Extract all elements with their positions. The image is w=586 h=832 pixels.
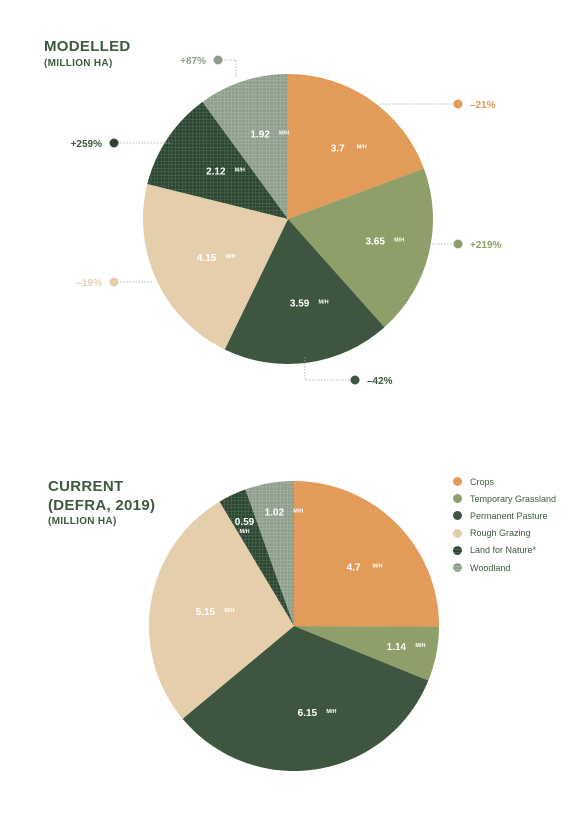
current-value-label-woodland: 1.02: [265, 508, 285, 519]
current-unit-label-rough-grazing: M/H: [224, 608, 234, 614]
modelled-value-label-temporary-grassland: 3.65: [365, 237, 385, 248]
modelled-value-label-crops: 3.7: [331, 144, 345, 155]
legend-item-crops: Crops: [453, 473, 556, 490]
legend-label: Woodland: [470, 562, 511, 573]
modelled-slice-permanent-pasture: [224, 219, 385, 364]
modelled-slice-rough-grazing: [143, 183, 288, 350]
legend-label: Temporary Grassland: [470, 493, 557, 504]
modelled-callout-line-woodland: [222, 59, 237, 77]
current-title: CURRENT (DEFRA, 2019): [48, 478, 156, 514]
legend-swatch-rough-grazing: [453, 528, 462, 538]
modelled-change-label-temporary-grassland: +219%: [470, 240, 502, 251]
modelled-value-label-land-for-nature: 2.12: [206, 167, 226, 178]
modelled-unit-label-crops: M/H: [357, 145, 367, 151]
modelled-subtitle: (MILLION HA): [44, 58, 113, 69]
modelled-pie: 3.7 M/H 3.65 M/H 3.59 M/H 4.15 M/H 2.12 M/H 1.92 M/…: [143, 74, 433, 364]
modelled-slice-crops: [288, 74, 424, 219]
modelled-callout-dot-rough-grazing: [109, 277, 119, 287]
legend-item-woodland: Woodland: [453, 559, 556, 576]
legend-label: Rough Grazing: [470, 528, 531, 539]
legend: Crops Temporary Grassland Permanent Past…: [453, 473, 556, 576]
current-slice-temporary-grassland: [294, 626, 439, 681]
modelled-callout-dot-crops: [453, 99, 463, 109]
modelled-value-label-rough-grazing: 4.15: [197, 253, 217, 264]
current-slice-permanent-pasture: [182, 626, 429, 771]
current-value-label-permanent-pasture: 6.15: [298, 708, 318, 719]
modelled-change-callouts: –21% +219% –42% –19% +259% +87%: [71, 55, 502, 387]
legend-item-rough-grazing: Rough Grazing: [453, 525, 556, 542]
modelled-slice-woodland: [202, 74, 288, 219]
current-subtitle: (MILLION HA): [48, 516, 117, 527]
modelled-unit-label-rough-grazing: M/H: [226, 254, 236, 260]
current-unit-label-crops: M/H: [373, 564, 383, 570]
legend-item-permanent-pasture: Permanent Pasture: [453, 507, 556, 524]
legend-swatch-land-for-nature: [453, 545, 462, 555]
legend-item-land-for-nature: Land for Nature*: [453, 542, 556, 559]
modelled-unit-label-woodland: M/H: [279, 131, 289, 137]
modelled-change-label-permanent-pasture: –42%: [367, 376, 393, 387]
modelled-change-label-land-for-nature: +259%: [71, 139, 103, 150]
current-slice-crops: [294, 481, 440, 627]
legend-label: Land for Nature*: [470, 545, 537, 556]
modelled-callout-dot-woodland: [213, 55, 223, 65]
modelled-callout-dot-land-for-nature: [109, 138, 119, 148]
current-value-label-crops: 4.7: [347, 563, 361, 574]
current-slice-land-for-nature: [219, 489, 294, 626]
current-slice-rough-grazing: [149, 501, 294, 719]
legend-label: Crops: [470, 476, 495, 487]
current-slice-woodland: [245, 481, 294, 626]
current-value-label-land-for-nature: 0.59: [235, 517, 255, 528]
modelled-callout-line-permanent-pasture: [304, 357, 352, 381]
legend-item-temporary-grassland: Temporary Grassland: [453, 490, 556, 507]
modelled-unit-label-permanent-pasture: M/H: [319, 299, 329, 305]
modelled-change-label-crops: –21%: [470, 100, 496, 111]
current-pie: 4.7 M/H1.14 M/H6.15 M/H5.15 M/H0.59M/H1.02 M/…: [149, 481, 440, 771]
legend-swatch-temporary-grassland: [453, 494, 462, 504]
current-unit-label-temporary-grassland: M/H: [415, 643, 425, 649]
legend-swatch-permanent-pasture: [453, 511, 462, 521]
current-value-label-temporary-grassland: 1.14: [387, 642, 407, 653]
current-unit-label-woodland: M/H: [293, 509, 303, 515]
modelled-title: MODELLED: [44, 38, 131, 55]
modelled-change-label-woodland: +87%: [180, 56, 206, 67]
modelled-callout-dot-temporary-grassland: [453, 239, 463, 249]
modelled-callout-dot-permanent-pasture: [350, 375, 360, 385]
modelled-value-label-woodland: 1.92: [250, 130, 270, 141]
modelled-change-label-rough-grazing: –19%: [76, 278, 102, 289]
modelled-value-label-permanent-pasture: 3.59: [290, 298, 310, 309]
modelled-unit-label-land-for-nature: M/H: [235, 168, 245, 174]
modelled-slice-land-for-nature: [147, 101, 288, 219]
legend-swatch-crops: [453, 477, 462, 487]
current-unit-label-permanent-pasture: M/H: [326, 709, 336, 715]
current-value-label-rough-grazing: 5.15: [196, 607, 216, 618]
modelled-slice-temporary-grassland: [288, 168, 433, 328]
modelled-unit-label-temporary-grassland: M/H: [394, 238, 404, 244]
legend-swatch-woodland: [453, 563, 462, 573]
legend-label: Permanent Pasture: [470, 510, 548, 521]
current-unit-label-land-for-nature: M/H: [239, 529, 249, 535]
